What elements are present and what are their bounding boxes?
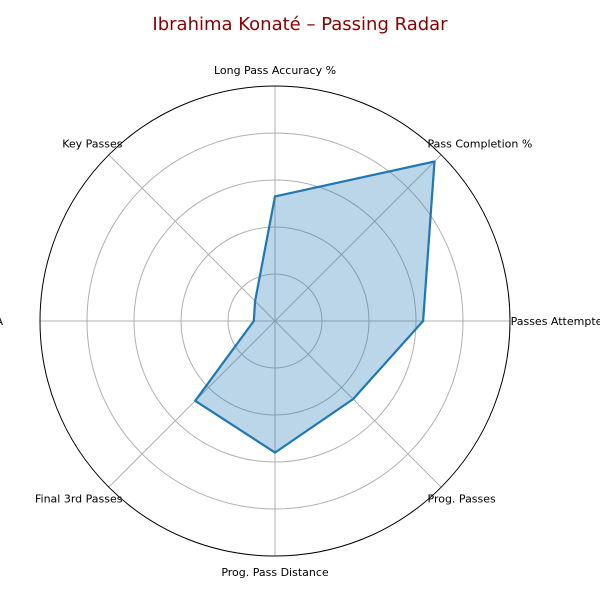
axis-label-4: Key Passes <box>62 138 123 151</box>
radar-axis-labels: Passes Attempted Pass Completion % Long Pa… <box>0 64 600 579</box>
axis-label-7: Prog. Pass Distance <box>221 566 329 579</box>
spoke-4 <box>108 154 276 322</box>
series-polygon <box>194 160 436 454</box>
chart-title: Ibrahima Konaté – Passing Radar <box>152 14 448 35</box>
outer-frame <box>39 85 511 557</box>
axis-label-6: Final 3rd Passes <box>35 493 123 506</box>
axis-label-3: Long Pass Accuracy % <box>214 64 336 77</box>
axis-label-2: Pass Completion % <box>428 138 533 151</box>
axis-label-1: Passes Attempted <box>511 315 600 328</box>
axis-label-8: Prog. Passes <box>428 493 497 506</box>
spoke-2 <box>274 154 442 322</box>
radar-data <box>194 160 436 454</box>
spoke-8 <box>274 320 442 488</box>
spoke-6 <box>108 320 276 488</box>
radar-grid <box>39 85 511 557</box>
axis-label-5: xA <box>0 315 3 328</box>
